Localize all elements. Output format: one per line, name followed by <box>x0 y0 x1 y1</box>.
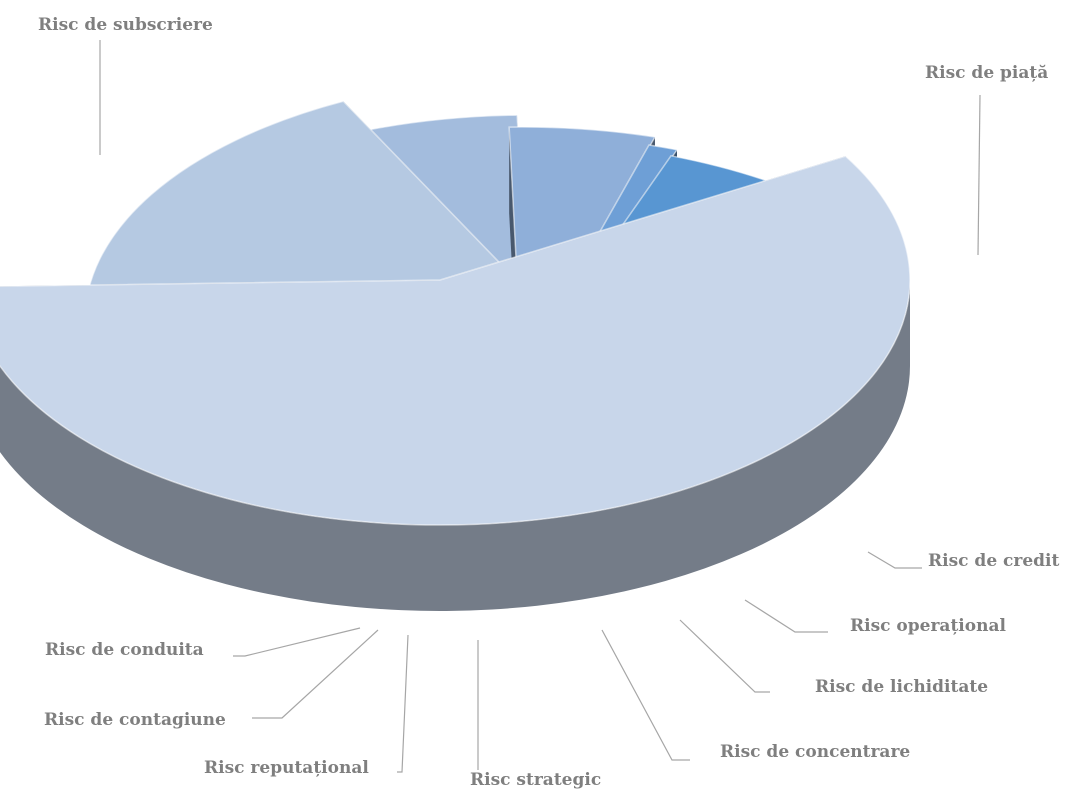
slice-label: Risc strategic <box>470 770 601 790</box>
slice-label: Risc de concentrare <box>720 742 910 762</box>
slice-label: Risc de credit <box>928 551 1060 571</box>
slice-labels: Risc de subscriere Risc de piață Risc de c… <box>38 15 1060 790</box>
pie-slice <box>0 155 911 611</box>
slice-label: Risc de lichiditate <box>815 677 988 697</box>
leader-line <box>744 599 828 633</box>
slice-label: Risc de piață <box>925 63 1048 83</box>
leader-line <box>679 619 770 693</box>
leader-line <box>397 634 409 773</box>
leader-line <box>252 629 379 719</box>
slice-top <box>0 155 911 526</box>
pie-slices <box>0 100 911 611</box>
slice-label: Risc de conduita <box>45 640 204 660</box>
slice-label: Risc operațional <box>850 616 1006 636</box>
leader-line <box>867 551 922 569</box>
leader-line <box>233 627 361 657</box>
slice-rim <box>0 280 910 611</box>
leader-lines <box>99 40 981 773</box>
slice-label: Risc reputațional <box>204 758 369 778</box>
slice-label: Risc de contagiune <box>44 710 226 730</box>
leader-line <box>601 629 690 761</box>
leader-line <box>977 94 981 256</box>
slice-label: Risc de subscriere <box>38 15 213 35</box>
